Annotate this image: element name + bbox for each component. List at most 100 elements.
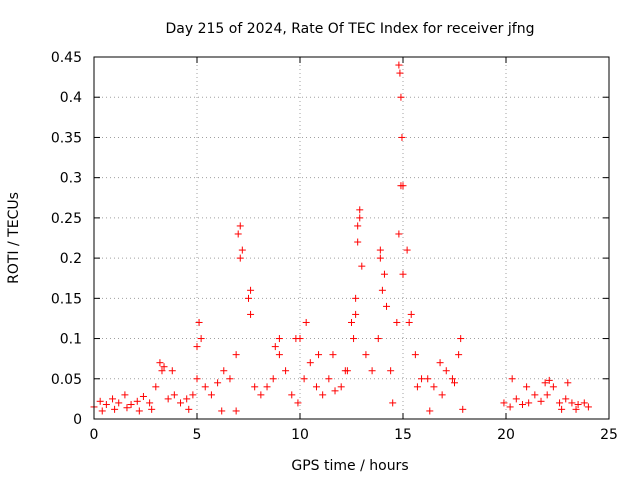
y-tick-label: 0.05: [51, 372, 82, 388]
data-point: [564, 379, 572, 387]
x-tick-label: 20: [497, 427, 515, 443]
data-point: [387, 367, 395, 375]
data-point: [197, 335, 205, 343]
data-point: [109, 395, 117, 403]
data-point: [232, 407, 240, 415]
data-point: [146, 399, 154, 407]
data-point: [418, 375, 426, 383]
x-tick-label: 15: [394, 427, 412, 443]
x-axis-label: GPS time / hours: [291, 458, 408, 474]
data-point: [189, 391, 197, 399]
data-point: [580, 399, 588, 407]
data-point: [356, 214, 364, 222]
data-point: [380, 270, 388, 278]
x-tick-label: 5: [193, 427, 202, 443]
y-tick-label: 0.4: [60, 90, 82, 106]
data-point: [331, 387, 339, 395]
data-point: [288, 391, 296, 399]
y-tick-label: 0.2: [60, 251, 82, 267]
data-point: [398, 133, 406, 141]
data-point: [430, 383, 438, 391]
data-point: [282, 367, 290, 375]
data-point: [337, 383, 345, 391]
y-axis-label: ROTI / TECUs: [6, 192, 22, 284]
data-point: [350, 335, 358, 343]
data-point: [238, 246, 246, 254]
data-point: [393, 318, 401, 326]
data-point: [562, 395, 570, 403]
grid: [94, 57, 609, 419]
data-point: [193, 375, 201, 383]
data-point: [354, 222, 362, 230]
data-point: [352, 294, 360, 302]
data-point: [459, 405, 467, 413]
data-point: [226, 375, 234, 383]
data-point: [403, 246, 411, 254]
data-point: [300, 375, 308, 383]
data-point: [263, 383, 271, 391]
data-point: [558, 405, 566, 413]
data-point: [127, 401, 135, 409]
chart-title: Day 215 of 2024, Rate Of TEC Index for r…: [166, 21, 535, 37]
data-point: [506, 403, 514, 411]
data-point: [164, 395, 172, 403]
data-point: [405, 318, 413, 326]
data-point: [411, 351, 419, 359]
data-point: [543, 391, 551, 399]
data-point: [247, 310, 255, 318]
data-point: [160, 363, 168, 371]
y-tick-label: 0.1: [60, 332, 82, 348]
data-point: [352, 310, 360, 318]
data-point: [214, 379, 222, 387]
data-point: [368, 367, 376, 375]
data-point: [395, 61, 403, 69]
data-point: [407, 310, 415, 318]
data-point: [275, 351, 283, 359]
data-point: [296, 335, 304, 343]
x-tick-label: 0: [90, 427, 99, 443]
data-point: [399, 182, 407, 190]
data-point: [329, 351, 337, 359]
data-point: [568, 399, 576, 407]
data-point: [111, 405, 119, 413]
data-point: [399, 270, 407, 278]
data-point: [152, 383, 160, 391]
data-point: [312, 383, 320, 391]
data-point: [354, 238, 362, 246]
data-point: [358, 262, 366, 270]
data-point: [269, 375, 277, 383]
data-point: [451, 379, 458, 387]
data-point: [319, 391, 327, 399]
data-point: [549, 383, 557, 391]
data-point: [541, 379, 549, 387]
data-point: [156, 359, 164, 367]
data-point: [257, 391, 265, 399]
data-point: [236, 254, 244, 262]
data-point: [271, 343, 279, 351]
data-points: [90, 61, 592, 415]
data-point: [123, 404, 131, 412]
x-tick-label: 25: [600, 427, 618, 443]
data-point: [438, 391, 446, 399]
data-point: [133, 397, 141, 405]
data-point: [531, 391, 539, 399]
data-point: [177, 399, 185, 407]
data-point: [247, 286, 255, 294]
data-point: [220, 367, 228, 375]
data-point: [341, 367, 349, 375]
data-point: [115, 399, 123, 407]
data-point: [396, 69, 404, 77]
data-point: [195, 318, 203, 326]
data-point: [201, 383, 209, 391]
data-point: [218, 407, 226, 415]
data-point: [185, 405, 193, 413]
data-point: [315, 351, 323, 359]
data-point: [275, 335, 283, 343]
data-point: [170, 391, 178, 399]
data-point: [207, 391, 215, 399]
data-point: [383, 302, 391, 310]
data-point: [325, 375, 333, 383]
data-point: [455, 351, 463, 359]
data-point: [236, 222, 244, 230]
y-tick-label: 0.3: [60, 171, 82, 187]
